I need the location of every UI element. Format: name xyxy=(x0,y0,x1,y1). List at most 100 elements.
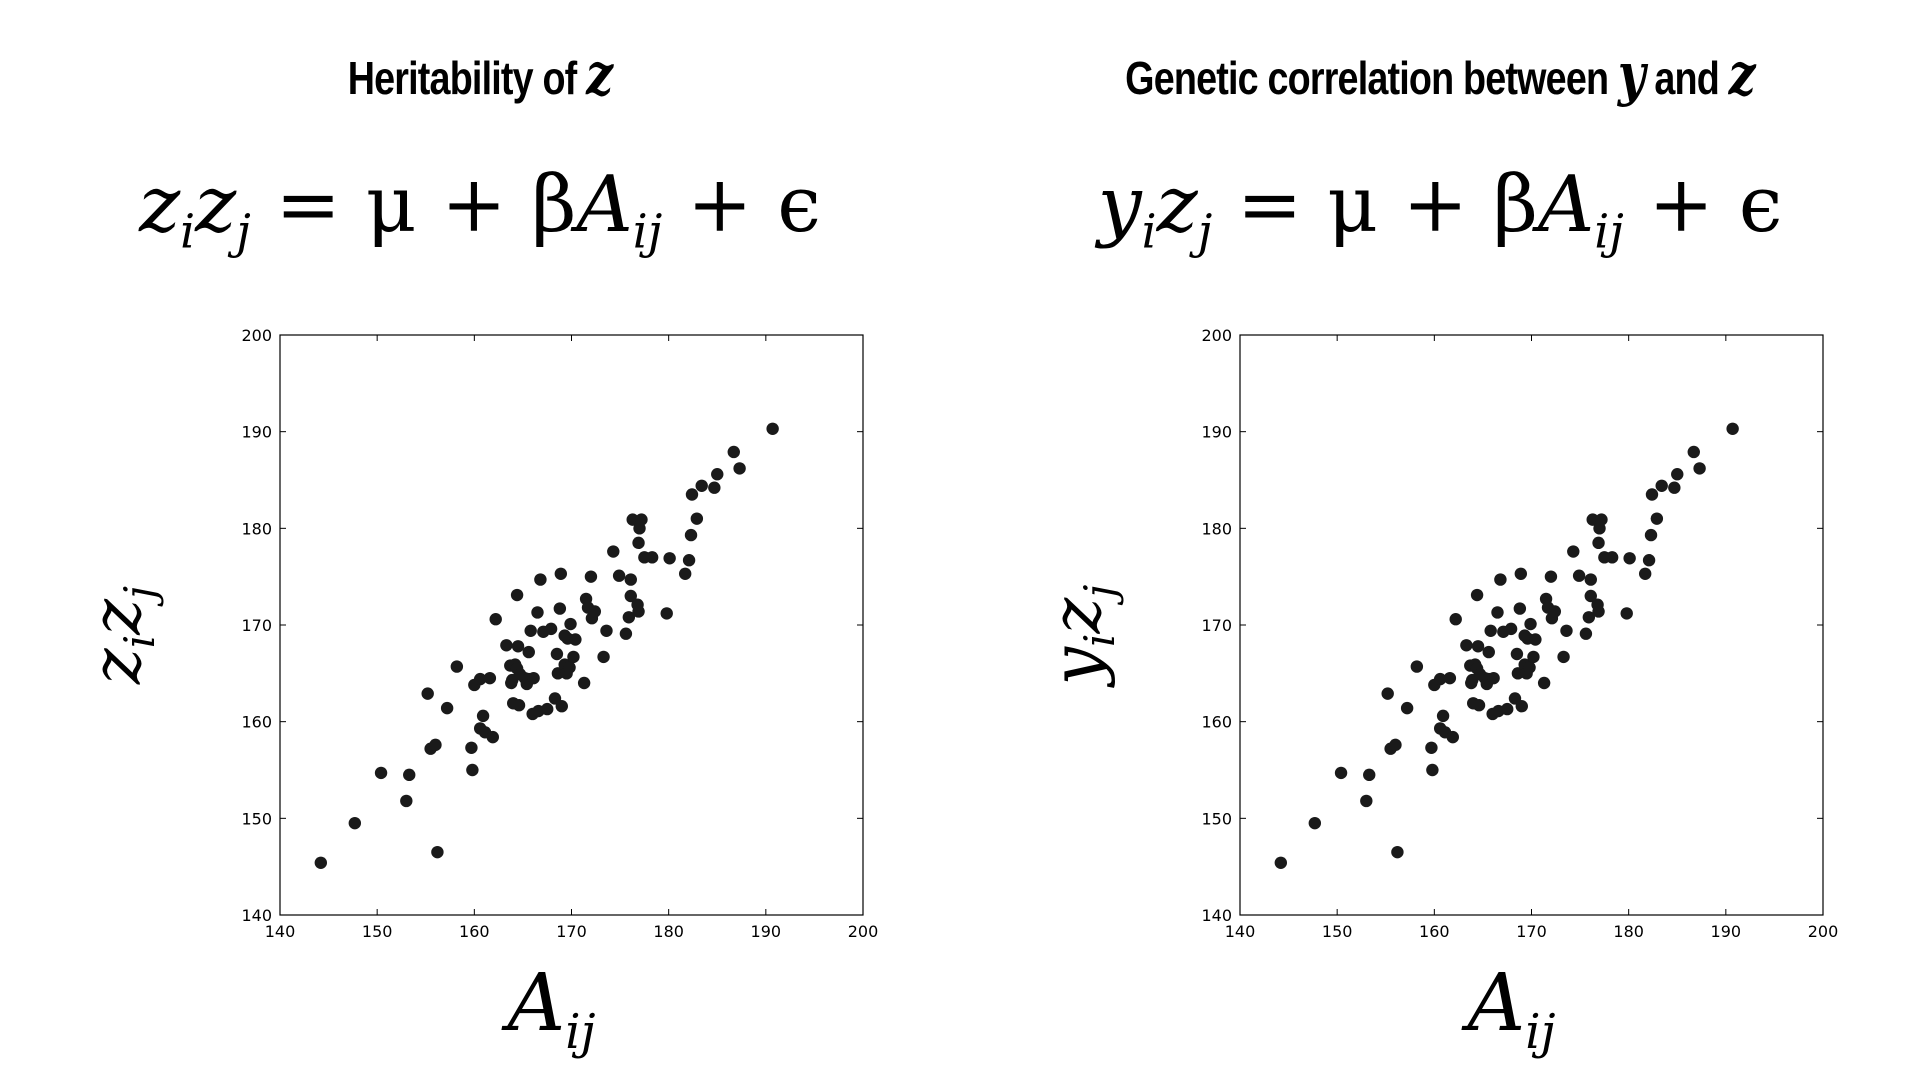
scatter-point xyxy=(1668,481,1681,494)
scatter-point xyxy=(663,552,676,565)
eq-lhs-b: z xyxy=(195,160,237,250)
scatter-point xyxy=(1491,606,1504,619)
scatter-point xyxy=(1504,622,1518,636)
scatter-point xyxy=(314,856,328,869)
scatter-point xyxy=(1638,567,1652,580)
x-tick-label: 140 xyxy=(1225,922,1256,941)
scatter-point xyxy=(1644,528,1658,542)
scatter-point xyxy=(563,661,576,674)
scatter-point xyxy=(512,699,526,712)
eq-a: A xyxy=(576,160,633,250)
scatter-point xyxy=(550,647,564,661)
x-tick-label: 160 xyxy=(1419,922,1450,941)
scatter-point xyxy=(684,528,698,542)
scatter-point xyxy=(1482,645,1495,659)
y-tick-label: 150 xyxy=(241,809,272,828)
scatter-point xyxy=(1726,422,1739,435)
scatter-point xyxy=(473,672,487,686)
scatter-point xyxy=(466,763,479,777)
scatter-point xyxy=(597,650,610,664)
scatter-point xyxy=(348,816,362,830)
x-tick-label: 200 xyxy=(848,922,879,941)
scatter-point xyxy=(1620,607,1633,620)
y-tick-label: 190 xyxy=(1201,423,1232,442)
y-tick-label: 140 xyxy=(1201,906,1232,925)
x-tick-label: 160 xyxy=(459,922,490,941)
eq-a: A xyxy=(1537,160,1595,250)
scatter-point xyxy=(1381,687,1394,700)
y-tick-label: 160 xyxy=(1201,713,1232,732)
chart-title: Heritability of z xyxy=(86,40,873,108)
scatter-point xyxy=(554,567,568,580)
y-tick-label: 170 xyxy=(1201,616,1232,635)
scatter-point xyxy=(600,624,613,637)
scatter-point xyxy=(1515,700,1528,713)
scatter-point xyxy=(626,513,639,526)
scatter-point xyxy=(1557,650,1570,664)
scatter-point xyxy=(1560,624,1573,637)
chart-panel-heritability: Heritability of z zizj = μ + βAij + ϵ 14… xyxy=(0,40,960,1060)
y-tick-label: 140 xyxy=(241,906,272,925)
scatter-point xyxy=(1436,709,1450,723)
scatter-point xyxy=(1586,513,1599,526)
scatter-plot-genetic-correlation: 140 150 160 170 180 190 200 140 150 160 170 180 190 2… xyxy=(1038,326,1838,1060)
scatter-point xyxy=(567,650,580,664)
scatter-point xyxy=(555,700,568,713)
scatter-point xyxy=(1595,513,1608,526)
scatter-point xyxy=(607,545,620,558)
scatter-point xyxy=(1471,640,1485,653)
scatter-point xyxy=(1592,536,1605,550)
scatter-point xyxy=(624,589,637,603)
x-axis-label: Aij xyxy=(1460,956,1555,1060)
scatter-point xyxy=(1510,647,1524,661)
x-tick-label: 180 xyxy=(1613,922,1644,941)
scatter-point xyxy=(1567,545,1580,558)
scatter-point xyxy=(400,794,413,808)
scatter-point xyxy=(1433,672,1447,686)
eq-lhs-b: z xyxy=(1156,160,1198,250)
x-axis-label: Aij xyxy=(500,956,595,1060)
model-equation: zizj = μ + βAij + ϵ xyxy=(0,160,960,259)
scatter-point xyxy=(450,660,464,673)
x-tick-label: 180 xyxy=(653,922,684,941)
title-variable: z xyxy=(586,40,613,108)
y-tick-label: 160 xyxy=(241,713,272,732)
scatter-point xyxy=(541,702,554,716)
scatter-point xyxy=(421,687,434,700)
scatter-point xyxy=(1514,567,1528,580)
scatter-point xyxy=(1592,605,1605,618)
scatter-point xyxy=(1513,602,1527,615)
x-tick-label: 150 xyxy=(1322,922,1353,941)
scatter-point xyxy=(1582,611,1596,624)
scatter-point xyxy=(465,741,478,754)
scatter-point xyxy=(544,622,558,636)
scatter-point xyxy=(727,445,740,459)
scatter-point xyxy=(588,605,602,618)
scatter-point xyxy=(1605,551,1619,564)
y-tick-label: 180 xyxy=(241,519,272,538)
scatter-point xyxy=(632,605,645,618)
scatter-point xyxy=(1449,613,1462,626)
x-tick-label: 170 xyxy=(1516,922,1547,941)
scatter-point xyxy=(622,611,636,624)
scatter-point xyxy=(1529,633,1542,646)
title-text: Heritability of xyxy=(347,52,587,104)
y-tick-label: 150 xyxy=(1201,809,1232,828)
scatter-point xyxy=(1527,650,1540,664)
scatter-point xyxy=(711,468,724,481)
eq-a-sub: ij xyxy=(1594,205,1624,260)
eq-tail: + ϵ xyxy=(1623,160,1783,250)
scatter-point xyxy=(1484,624,1497,637)
scatter-point xyxy=(632,536,645,550)
chart-panel-genetic-correlation: Genetic correlation between y and z yizj… xyxy=(960,0,1920,1080)
scatter-point xyxy=(1494,573,1507,586)
scatter-point xyxy=(1584,589,1597,603)
scatter-point xyxy=(569,633,582,646)
scatter-point xyxy=(1548,605,1562,618)
eq-rhs: = μ + β xyxy=(1212,160,1538,250)
scatter-point xyxy=(551,667,565,680)
eq-lhs-a-sub: i xyxy=(1141,205,1157,260)
eq-lhs-b-sub: j xyxy=(1197,205,1213,260)
scatter-point xyxy=(483,671,497,685)
scatter-point xyxy=(527,671,540,685)
